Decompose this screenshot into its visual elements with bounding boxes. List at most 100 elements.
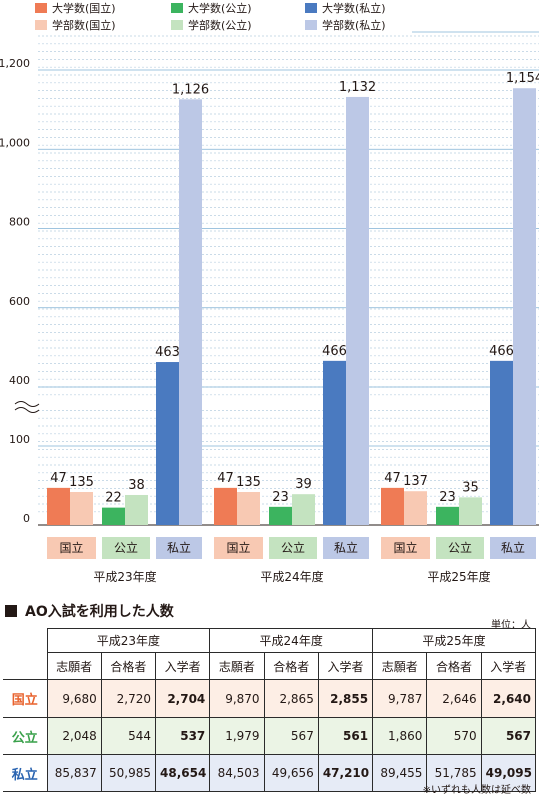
table-col-header: 入学者	[155, 652, 211, 680]
bar-value-label: 1,126	[172, 82, 209, 97]
y-tick-label: 400	[9, 374, 30, 387]
table-cell: 567	[480, 717, 537, 755]
legend-item-univ-public: 大学数(公立)	[171, 2, 252, 15]
table-col-header: 入学者	[317, 652, 374, 680]
bar	[125, 494, 148, 525]
bar-value-label: 135	[236, 475, 261, 490]
bar-value-label: 1,132	[339, 80, 376, 95]
category-label-private: 私立	[156, 537, 202, 559]
y-tick-label: 1,000	[0, 136, 30, 149]
bar	[292, 494, 315, 525]
legend-label: 学部数(公立)	[188, 19, 252, 32]
bar-value-label: 23	[272, 490, 289, 505]
table-cell: 570	[426, 717, 482, 755]
table-cell: 49,095	[480, 754, 537, 792]
bar	[323, 360, 346, 525]
bar	[459, 497, 482, 525]
table-cell: 84,503	[209, 754, 265, 792]
unit-label: 単位：人	[491, 620, 531, 631]
group-label: 平成24年度	[260, 570, 324, 584]
table-cell: 47,210	[317, 754, 374, 792]
table-cell: 2,646	[426, 679, 482, 718]
bar-value-label: 47	[217, 471, 234, 486]
category-label-public: 公立	[102, 537, 150, 559]
table-cell: 2,720	[100, 679, 157, 718]
bar-value-label: 466	[322, 344, 347, 359]
row-label: 公立	[3, 717, 48, 755]
table-col-header: 志願者	[372, 652, 428, 680]
bar	[490, 360, 513, 525]
table-cell: 2,640	[480, 679, 537, 718]
table-row: 国立 9,680 2,720 2,704 9,870 2,865 2,855 9…	[3, 679, 537, 718]
table-cell: 544	[100, 717, 157, 755]
table-col-header: 合格者	[100, 652, 157, 680]
table-title-text: AO入試を利用した人数	[25, 604, 174, 620]
footnote: ※いずれも人数は延べ数	[422, 785, 531, 796]
table-row: 私立 85,837 50,985 48,654 84,503 49,656 47…	[3, 754, 537, 792]
y-tick-label: 600	[9, 295, 30, 308]
ao-admission-table: 平成23年度 平成24年度 平成25年度 志願者 合格者 入学者 志願者 合格者…	[3, 628, 537, 792]
legend-label: 大学数(公立)	[188, 2, 252, 15]
bar	[214, 487, 237, 525]
category-label-national: 国立	[47, 537, 96, 559]
table-cell: 2,865	[263, 679, 319, 718]
legend-swatch	[35, 20, 47, 30]
bar	[237, 492, 260, 525]
bar	[156, 362, 179, 525]
axis-break-mark	[14, 407, 40, 413]
bar-value-label: 38	[128, 478, 145, 493]
table-cell: 89,455	[372, 754, 428, 792]
table-cell: 50,985	[100, 754, 157, 792]
table-col-header: 合格者	[426, 652, 482, 680]
table-cell: 561	[317, 717, 374, 755]
legend-item-univ-private: 大学数(私立)	[305, 2, 386, 15]
table-cell: 49,656	[263, 754, 319, 792]
legend-item-fac-private: 学部数(私立)	[305, 19, 386, 32]
table-col-header: 合格者	[263, 652, 319, 680]
category-label-private: 私立	[323, 537, 369, 559]
legend-label: 大学数(私立)	[322, 2, 386, 15]
table-cell: 9,680	[46, 679, 102, 718]
table-cell: 537	[155, 717, 211, 755]
bar-value-label: 466	[489, 344, 514, 359]
bar	[404, 491, 427, 525]
bar-value-label: 35	[462, 480, 479, 495]
category-label-private: 私立	[490, 537, 536, 559]
legend-label: 学部数(私立)	[322, 19, 386, 32]
legend-swatch	[171, 20, 183, 30]
table-cell: 1,979	[209, 717, 265, 755]
legend-item-fac-national: 学部数(国立)	[35, 19, 116, 32]
category-label-public: 公立	[269, 537, 317, 559]
bar	[436, 506, 459, 525]
row-label: 国立	[3, 679, 48, 718]
bar-value-label: 1,154	[506, 71, 539, 86]
bar	[179, 99, 202, 525]
legend-item-univ-national: 大学数(国立)	[35, 2, 116, 15]
bar	[513, 88, 536, 525]
bar-value-label: 135	[69, 475, 94, 490]
bar	[269, 506, 292, 525]
legend-item-fac-public: 学部数(公立)	[171, 19, 252, 32]
y-tick-label: 100	[9, 433, 30, 446]
bar	[346, 96, 369, 525]
table-cell: 567	[263, 717, 319, 755]
bar-value-label: 47	[384, 471, 401, 486]
table-corner	[3, 628, 47, 653]
y-tick-label: 1,200	[0, 57, 30, 70]
bar-value-label: 463	[155, 345, 180, 360]
bar-value-label: 23	[439, 490, 456, 505]
bar-value-label: 39	[295, 477, 312, 492]
chart-legend: 大学数(国立) 大学数(公立) 大学数(私立) 学部数(国立) 学部数(公立) …	[0, 0, 539, 34]
y-tick-label: 800	[9, 216, 30, 229]
table-col-header: 入学者	[480, 652, 537, 680]
group-label: 平成23年度	[93, 570, 157, 584]
table-col-header: 志願者	[46, 652, 102, 680]
bar	[102, 507, 125, 525]
group-label: 平成25年度	[427, 570, 491, 584]
table-title: AO入試を利用した人数	[5, 601, 174, 621]
row-label: 私立	[3, 754, 48, 792]
bar	[70, 492, 93, 525]
table-cell: 2,048	[46, 717, 102, 755]
table-corner	[3, 652, 47, 680]
